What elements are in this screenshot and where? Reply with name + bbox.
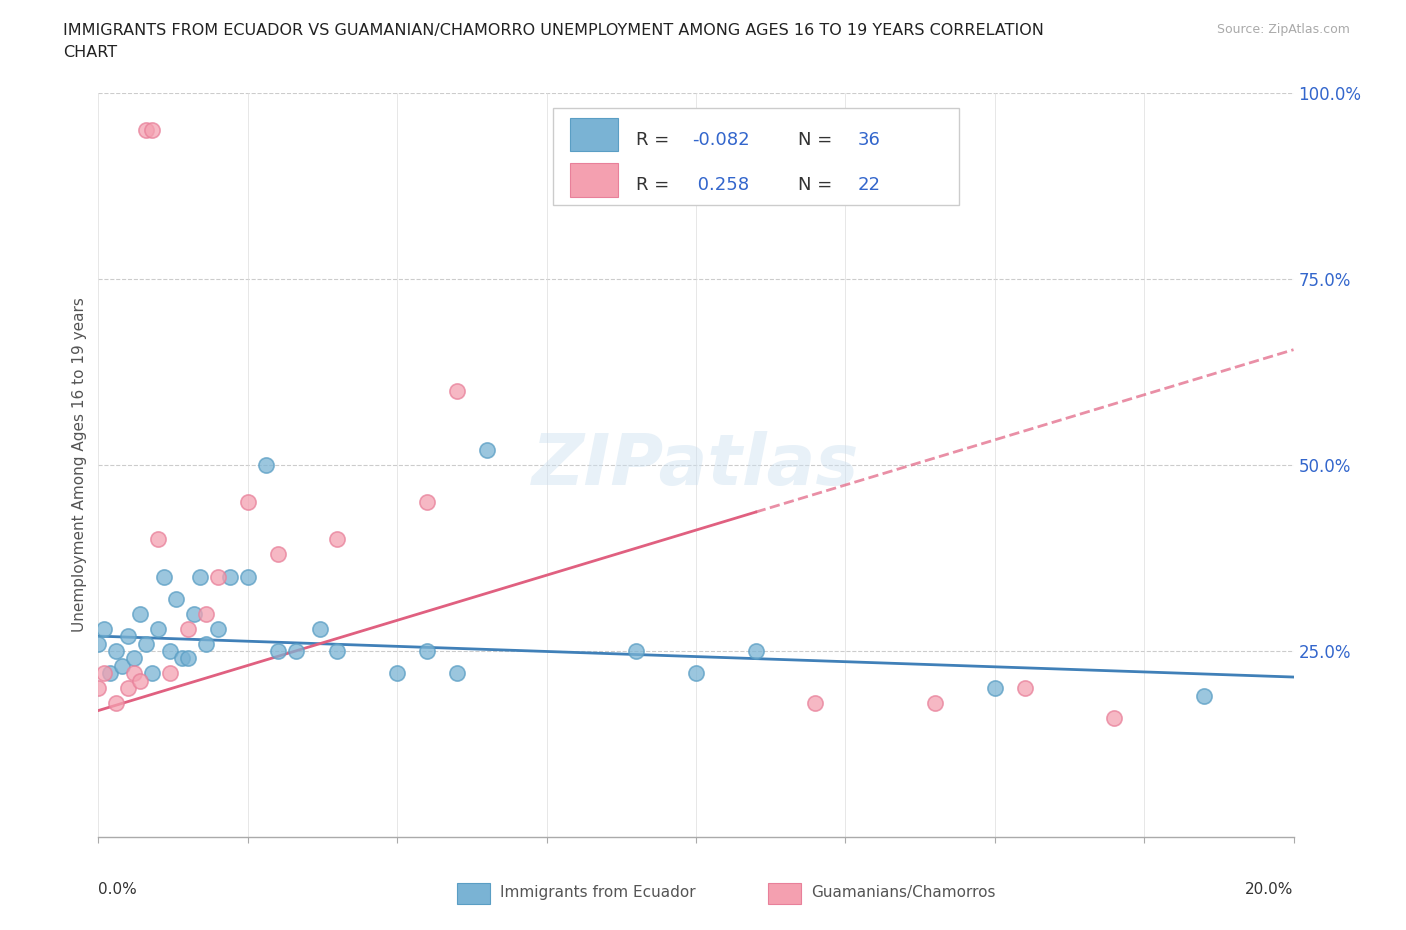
- Point: [165, 591, 187, 606]
- Point: [129, 606, 152, 621]
- Text: ZIPatlas: ZIPatlas: [533, 431, 859, 499]
- Text: R =: R =: [637, 177, 675, 194]
- Point: [326, 532, 349, 547]
- Text: R =: R =: [637, 131, 675, 149]
- Point: [117, 629, 139, 644]
- Point: [326, 644, 349, 658]
- Point: [267, 644, 290, 658]
- Point: [105, 644, 128, 658]
- Point: [1192, 688, 1215, 703]
- Point: [172, 651, 194, 666]
- Point: [236, 495, 259, 510]
- Point: [416, 495, 439, 510]
- Text: -0.082: -0.082: [692, 131, 749, 149]
- Point: [105, 696, 128, 711]
- Point: [117, 681, 139, 696]
- Point: [284, 644, 307, 658]
- Text: Guamanians/Chamorros: Guamanians/Chamorros: [811, 885, 995, 900]
- Point: [141, 123, 163, 138]
- FancyBboxPatch shape: [571, 164, 619, 197]
- Point: [207, 569, 229, 584]
- Point: [446, 666, 468, 681]
- Point: [195, 606, 218, 621]
- Point: [98, 666, 122, 681]
- Point: [135, 636, 157, 651]
- Text: Immigrants from Ecuador: Immigrants from Ecuador: [501, 885, 696, 900]
- Point: [626, 644, 648, 658]
- Text: 36: 36: [858, 131, 880, 149]
- Point: [475, 443, 498, 458]
- Point: [148, 621, 170, 636]
- FancyBboxPatch shape: [553, 108, 959, 205]
- Point: [141, 666, 163, 681]
- Point: [87, 681, 110, 696]
- Point: [804, 696, 827, 711]
- Point: [924, 696, 946, 711]
- Text: N =: N =: [797, 131, 838, 149]
- Point: [385, 666, 409, 681]
- Point: [685, 666, 707, 681]
- Text: 0.258: 0.258: [692, 177, 749, 194]
- Point: [153, 569, 176, 584]
- Point: [159, 666, 181, 681]
- Point: [254, 458, 277, 472]
- Text: IMMIGRANTS FROM ECUADOR VS GUAMANIAN/CHAMORRO UNEMPLOYMENT AMONG AGES 16 TO 19 Y: IMMIGRANTS FROM ECUADOR VS GUAMANIAN/CHA…: [63, 23, 1045, 38]
- Text: Source: ZipAtlas.com: Source: ZipAtlas.com: [1216, 23, 1350, 36]
- Point: [1104, 711, 1126, 725]
- Point: [177, 621, 200, 636]
- FancyBboxPatch shape: [457, 884, 491, 904]
- Text: CHART: CHART: [63, 45, 117, 60]
- Point: [195, 636, 218, 651]
- Point: [87, 636, 110, 651]
- Point: [135, 123, 157, 138]
- Point: [267, 547, 290, 562]
- FancyBboxPatch shape: [768, 884, 801, 904]
- Point: [188, 569, 211, 584]
- FancyBboxPatch shape: [571, 118, 619, 152]
- Point: [1014, 681, 1036, 696]
- Point: [177, 651, 200, 666]
- Point: [124, 666, 146, 681]
- Point: [159, 644, 181, 658]
- Point: [745, 644, 768, 658]
- Point: [219, 569, 242, 584]
- Point: [148, 532, 170, 547]
- Point: [984, 681, 1007, 696]
- Point: [111, 658, 134, 673]
- Point: [308, 621, 330, 636]
- Point: [416, 644, 439, 658]
- Point: [93, 621, 115, 636]
- Y-axis label: Unemployment Among Ages 16 to 19 years: Unemployment Among Ages 16 to 19 years: [72, 298, 87, 632]
- Point: [129, 673, 152, 688]
- Text: 0.0%: 0.0%: [98, 882, 138, 897]
- Point: [124, 651, 146, 666]
- Text: N =: N =: [797, 177, 838, 194]
- Text: 22: 22: [858, 177, 880, 194]
- Point: [183, 606, 205, 621]
- Point: [207, 621, 229, 636]
- Point: [446, 383, 468, 398]
- Point: [93, 666, 115, 681]
- Point: [236, 569, 259, 584]
- Text: 20.0%: 20.0%: [1246, 882, 1294, 897]
